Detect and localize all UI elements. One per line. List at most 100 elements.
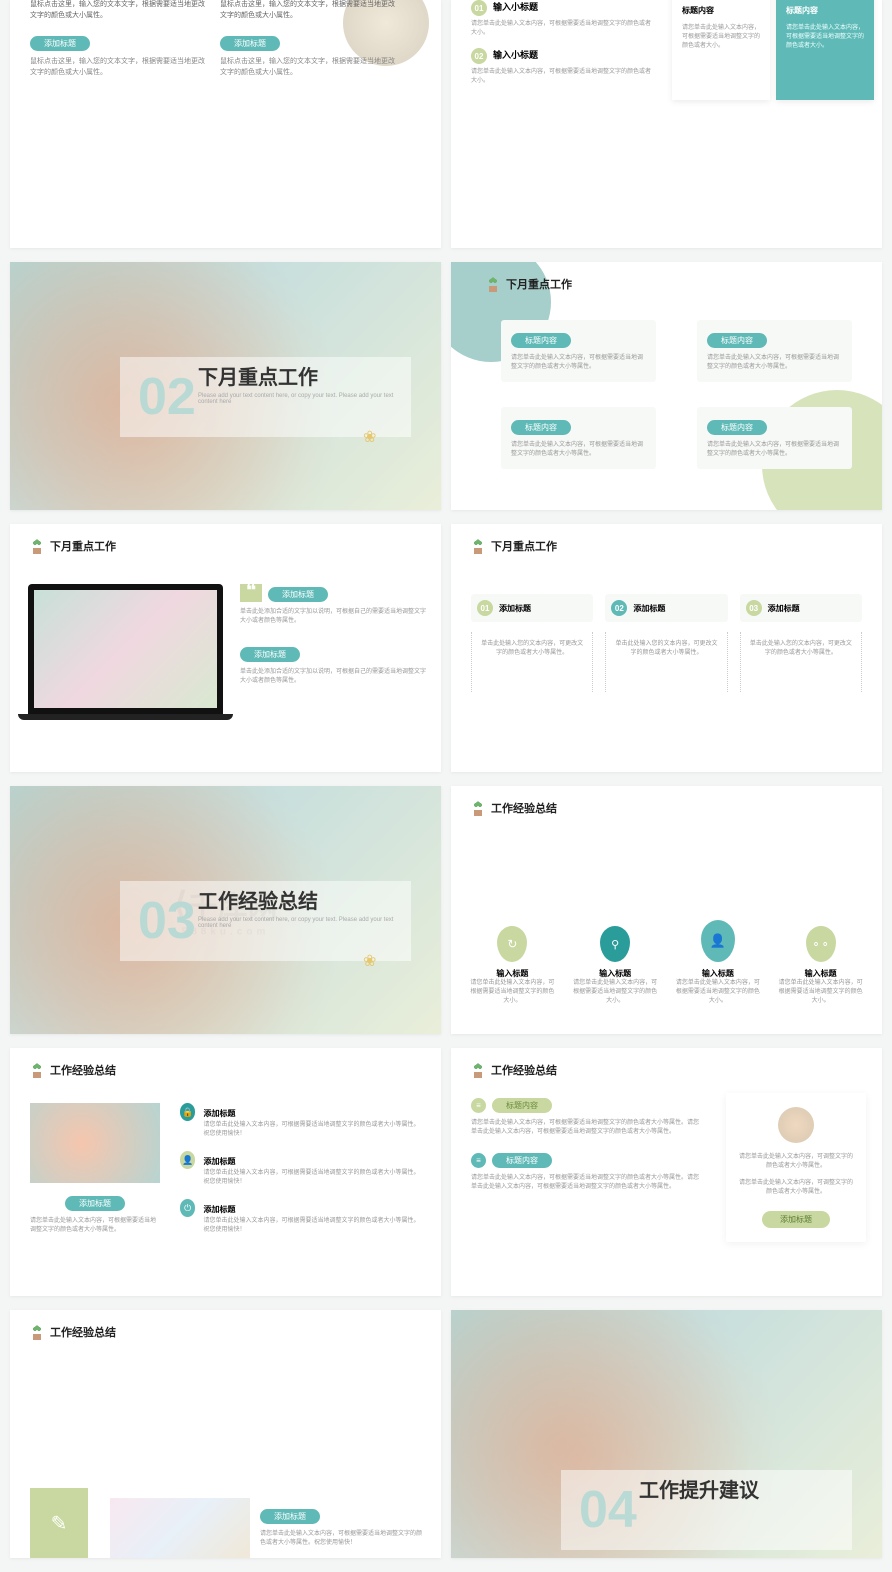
badge: 标题内容 [492,1098,552,1113]
text: 请您单击此处输入文本内容，可根据需要适当地调整文字的颜色大小。 [571,979,659,1006]
bullet-icon: ≡ [471,1098,486,1113]
slide-title: 工作经验总结 [50,1065,116,1077]
quote-icon: ❝ [240,584,262,602]
section-number: 02 [138,368,196,426]
pin-icon: ⚬⚬ [806,926,836,962]
col-title: 添加标题 [768,603,800,614]
card-title: 标题内容 [682,6,714,15]
pencil-icon: ✎ [30,1488,88,1558]
content-card: 标题内容 请您单击此处输入文本内容，可根据需要适当地调整文字的颜色或者大小等属性… [501,407,656,469]
text: 单击此处添加合适的文字加以说明，可根据自己的需要适当地调整文字大小或者颜色等属性… [240,668,430,686]
slide-title: 工作经验总结 [491,803,557,815]
text: 鼠标点击这里，输入您的文本文字，根据需要适当地更改文字的颜色或大小属性。 [220,0,400,21]
slide-5: 下月重点工作 ❝ 添加标题 单击此处添加合适的文字加以说明，可根据自己的需要适当… [10,524,441,772]
slide-title: 下月重点工作 [506,279,572,291]
section-number: 03 [138,892,196,950]
slide-title: 下月重点工作 [491,541,557,553]
text: 单击此处输入您的文本内容，可更改文字的颜色或者大小等属性。 [480,640,584,658]
section-number: 04 [579,1481,637,1539]
text: 请您单击此处输入文本内容，可根据需要适当地调整文字的颜色或者大小等属性。祝您使用… [260,1530,425,1548]
num: 02 [611,600,627,616]
text: 单击此处添加合适的文字加以说明，可根据自己的需要适当地调整文字大小或者颜色等属性… [240,608,430,626]
badge: 添加标题 [762,1211,830,1228]
content-card: 标题内容 请您单击此处输入文本内容，可根据需要适当地调整文字的颜色或者大小等属性… [501,320,656,382]
num: 01 [477,600,493,616]
slide-9: 工作经验总结 添加标题 请您单击此处输入文本内容，可根据需要适当地调整文字的颜色… [10,1048,441,1296]
plant-icon [471,1063,485,1079]
slide-4: 下月重点工作 标题内容 请您单击此处输入文本内容，可根据需要适当地调整文字的颜色… [451,262,882,510]
content-card: 标题内容 请您单击此处输入文本内容，可根据需要适当地调整文字的颜色或者大小等属性… [697,320,852,382]
flower-icon [363,951,381,971]
pin-icon: ⚲ [600,926,630,962]
text: 请您单击此处输入文本内容，可根据需要适当地调整文字的颜色或者大小等属性。 [30,1217,160,1235]
badge: 标题内容 [492,1153,552,1168]
col-title: 添加标题 [499,603,531,614]
section-title: 工作经验总结 [198,885,411,914]
badge: 添加标题 [268,587,328,602]
section-title: 下月重点工作 [198,361,411,390]
subtitle: 输入小标题 [493,0,538,16]
text: 请您单击此处输入文本内容，可根据需要适当地调整文字的颜色或者大小等属性。祝您使用… [203,1169,425,1187]
text: 请您单击此处输入文本内容，可调整文字的颜色或者大小等属性。 [738,1153,854,1171]
text: 请您单击此处输入文本内容，可根据需要适当地调整文字的颜色或者大小等属性。请您单击… [471,1174,701,1192]
badge: 添加标题 [30,36,90,51]
card-title: 标题内容 [786,6,818,15]
content-card: 标题内容 请您单击此处输入文本内容，可根据需要适当地调整文字的颜色或者大小等属性… [697,407,852,469]
pin-title: 输入标题 [777,968,865,979]
plant-icon [30,1325,44,1341]
pin-title: 输入标题 [674,968,762,979]
plant-icon [471,801,485,817]
text: 单击此处输入您的文本内容，可更改文字的颜色或者大小等属性。 [749,640,853,658]
slide-section-2: 02 下月重点工作 Please add your text content h… [10,262,441,510]
pin-icon: ↻ [497,926,527,962]
badge: 添加标题 [220,36,280,51]
text: 请您单击此处输入文本内容，可根据需要适当地调整文字的颜色或者大小等属性。 [511,354,646,372]
avatar [778,1107,814,1143]
slide-section-3: ⟨千库网588ku.com 03 工作经验总结 Please add your … [10,786,441,1034]
text: 请您单击此处输入文本内容，可根据需要适当地调整文字的颜色或者大小。 [786,24,864,51]
row-title: 添加标题 [203,1157,235,1166]
badge: 标题内容 [707,333,767,348]
text: 请您单击此处输入文本内容，可根据需要适当地调整文字的颜色大小。 [674,979,762,1006]
user-icon: 👤 [180,1151,195,1169]
subtitle: 输入小标题 [493,48,538,64]
badge: 添加标题 [260,1509,320,1524]
pin-title: 输入标题 [468,968,556,979]
lock-icon: 🔒 [180,1103,195,1121]
text: 请您单击此处输入文本内容，可根据需要适当地调整文字的颜色或者大小。 [682,24,760,51]
slide-title: 工作经验总结 [491,1065,557,1077]
slide-10: 工作经验总结 ≡ 标题内容 请您单击此处输入文本内容，可根据需要适当地调整文字的颜… [451,1048,882,1296]
text: 请您单击此处输入文本内容，可调整文字的颜色或者大小等属性。 [738,1179,854,1197]
section-title: 工作提升建议 [639,1474,759,1503]
slide-2: 01输入小标题 请您单击此处输入文本内容，可根据需要适当地调整文字的颜色或者大小… [451,0,882,248]
num: 03 [746,600,762,616]
text: 请您单击此处输入文本内容，可根据需要适当地调整文字的颜色或者大小等属性。 [511,441,646,459]
text: 请您单击此处输入文本内容，可根据需要适当地调整文字的颜色或者大小等属性。祝您使用… [203,1121,425,1139]
text: 请您单击此处输入文本内容，可根据需要适当地调整文字的颜色大小。 [468,979,556,1006]
slide-title: 工作经验总结 [50,1327,116,1339]
section-sub: Please add your text content here, or co… [198,393,411,405]
badge: 标题内容 [511,420,571,435]
col-title: 添加标题 [633,603,665,614]
text: 鼠标点击这里，输入您的文本文字，根据需要适当地更改文字的颜色或大小属性。 [30,57,210,78]
text: 鼠标点击这里，输入您的文本文字，根据需要适当地更改文字的颜色或大小属性。 [220,57,400,78]
image-placeholder [110,1498,250,1558]
text: 请您单击此处输入文本内容，可根据需要适当地调整文字的颜色或者大小等属性。 [707,441,842,459]
plant-icon [486,277,500,293]
slide-title: 下月重点工作 [50,541,116,553]
power-icon: ⏻ [180,1199,195,1217]
laptop-base [18,714,233,720]
text: 单击此处输入您的文本内容，可更改文字的颜色或者大小等属性。 [614,640,718,658]
text: 鼠标点击这里，输入您的文本文字，根据需要适当地更改文字的颜色或大小属性。 [30,0,210,21]
text: 请您单击此处输入文本内容，可根据需要适当地调整文字的颜色大小。 [777,979,865,1006]
slide-1: 鼠标点击这里，输入您的文本文字，根据需要适当地更改文字的颜色或大小属性。 添加标… [10,0,441,248]
plant-icon [30,1063,44,1079]
text: 请您单击此处输入文本内容，可根据需要适当地调整文字的颜色或者大小等属性。请您单击… [471,1119,701,1137]
laptop-mockup [28,584,223,714]
plant-icon [471,539,485,555]
row-title: 添加标题 [203,1109,235,1118]
image-placeholder [30,1103,160,1183]
slide-11: 工作经验总结 ✎ 添加标题 请您单击此处输入文本内容，可根据需要适当地调整文字的… [10,1310,441,1558]
row-title: 添加标题 [203,1205,235,1214]
text: 请您单击此处输入文本内容，可根据需要适当地调整文字的颜色或者大小。 [471,20,651,38]
